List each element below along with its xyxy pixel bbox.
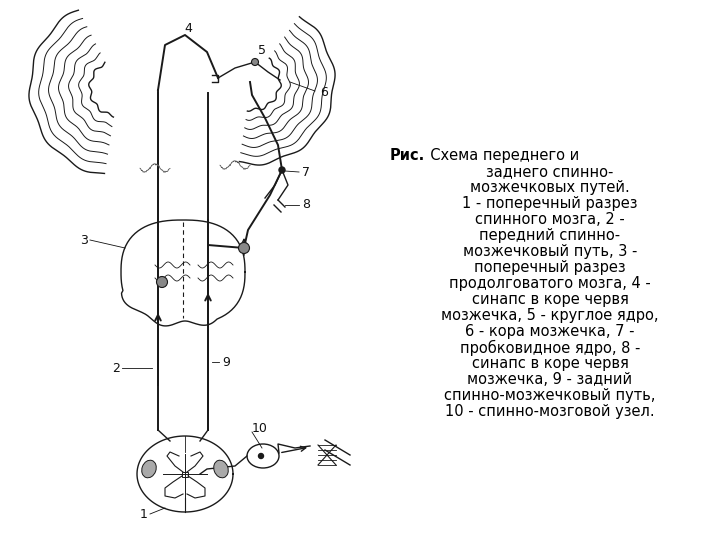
Text: 10: 10 bbox=[252, 422, 268, 435]
Text: синапс в коре червя: синапс в коре червя bbox=[472, 356, 629, 371]
Text: Схема переднего и: Схема переднего и bbox=[421, 148, 580, 163]
Text: спинного мозга, 2 -: спинного мозга, 2 - bbox=[475, 212, 625, 227]
Text: спинно-мозжечковый путь,: спинно-мозжечковый путь, bbox=[444, 388, 656, 403]
Text: 9: 9 bbox=[222, 355, 230, 368]
Text: 1: 1 bbox=[140, 509, 148, 522]
Ellipse shape bbox=[142, 460, 156, 478]
Text: заднего спинно-: заднего спинно- bbox=[486, 164, 613, 179]
Text: 6 - кора мозжечка, 7 -: 6 - кора мозжечка, 7 - bbox=[465, 324, 635, 339]
Text: 1 - поперечный разрез: 1 - поперечный разрез bbox=[462, 196, 638, 211]
Text: мозжечка, 5 - круглое ядро,: мозжечка, 5 - круглое ядро, bbox=[441, 308, 659, 323]
Text: 5: 5 bbox=[258, 44, 266, 57]
Text: мозжечковых путей.: мозжечковых путей. bbox=[470, 180, 630, 195]
Text: 10 - спинно-мозговой узел.: 10 - спинно-мозговой узел. bbox=[445, 404, 654, 419]
Text: продолговатого мозга, 4 -: продолговатого мозга, 4 - bbox=[449, 276, 651, 291]
Text: синапс в коре червя: синапс в коре червя bbox=[472, 292, 629, 307]
Text: Рис.: Рис. bbox=[390, 148, 426, 163]
Text: мозжечка, 9 - задний: мозжечка, 9 - задний bbox=[467, 372, 633, 387]
Text: 2: 2 bbox=[112, 361, 120, 375]
Text: передний спинно-: передний спинно- bbox=[480, 228, 621, 243]
Circle shape bbox=[279, 167, 285, 173]
Circle shape bbox=[258, 454, 264, 458]
Bar bbox=[182, 471, 188, 476]
Text: 7: 7 bbox=[302, 165, 310, 179]
Circle shape bbox=[251, 58, 258, 65]
Circle shape bbox=[156, 276, 168, 287]
Text: 6: 6 bbox=[320, 85, 328, 98]
Text: пробковидное ядро, 8 -: пробковидное ядро, 8 - bbox=[460, 340, 640, 356]
Text: 3: 3 bbox=[80, 233, 88, 246]
Circle shape bbox=[238, 242, 250, 253]
Text: 4: 4 bbox=[184, 22, 192, 35]
Text: мозжечковый путь, 3 -: мозжечковый путь, 3 - bbox=[463, 244, 637, 259]
Ellipse shape bbox=[214, 460, 228, 478]
Text: 8: 8 bbox=[302, 199, 310, 212]
Text: поперечный разрез: поперечный разрез bbox=[474, 260, 626, 275]
